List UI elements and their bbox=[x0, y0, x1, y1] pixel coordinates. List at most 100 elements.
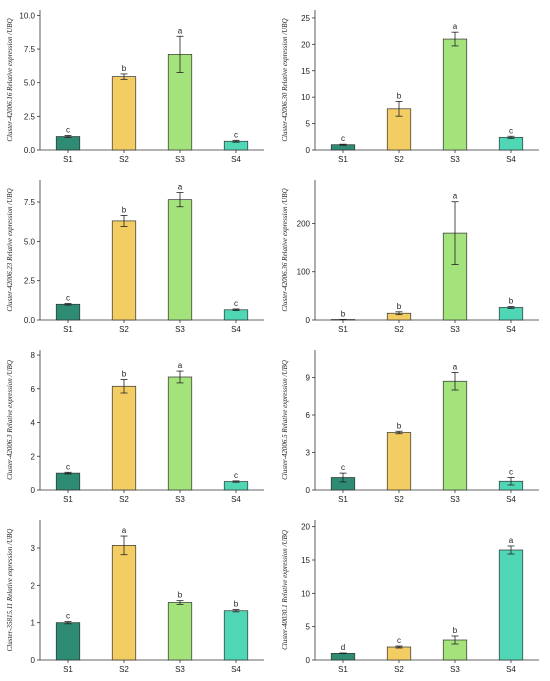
y-tick-label: 20 bbox=[301, 523, 310, 532]
y-tick-label: 0 bbox=[306, 146, 311, 155]
y-tick-label: 15 bbox=[301, 67, 310, 76]
significance-letter: b bbox=[397, 302, 402, 311]
y-tick-label: 7.5 bbox=[24, 45, 36, 54]
x-tick-label: S1 bbox=[63, 155, 73, 164]
significance-letter: d bbox=[341, 643, 345, 652]
chart-svg-2: Cluster-42006.30 Relative expression /UB… bbox=[281, 10, 539, 164]
x-tick-label: S4 bbox=[231, 325, 241, 334]
y-tick-label: 6 bbox=[306, 411, 311, 420]
y-tick-label: 5.0 bbox=[24, 79, 36, 88]
x-tick-label: S3 bbox=[450, 325, 460, 334]
significance-letter: a bbox=[453, 363, 458, 372]
x-tick-label: S2 bbox=[394, 495, 404, 504]
significance-letter: a bbox=[122, 526, 127, 535]
significance-letter: c bbox=[509, 468, 513, 477]
significance-letter: a bbox=[178, 26, 183, 35]
y-tick-label: 6 bbox=[31, 385, 36, 394]
bar-s2 bbox=[111, 545, 137, 661]
bar-s3 bbox=[442, 380, 468, 491]
y-tick-label: 8 bbox=[31, 351, 36, 360]
chart-svg-5: Cluster-42006.3 Relative expression /UBQ… bbox=[6, 350, 264, 504]
x-tick-label: S1 bbox=[338, 325, 348, 334]
x-tick-label: S3 bbox=[175, 155, 185, 164]
y-axis-label: Cluster-42006.36 Relative expression /UB… bbox=[281, 188, 289, 311]
y-tick-label: 0 bbox=[306, 656, 311, 665]
significance-letter: a bbox=[509, 536, 514, 545]
chart-panel-3: Cluster-42006.23 Relative expression /UB… bbox=[0, 170, 275, 340]
significance-letter: c bbox=[66, 125, 70, 134]
x-tick-label: S4 bbox=[231, 155, 241, 164]
chart-panel-8: Cluster-40030.1 Relative expression /UBQ… bbox=[275, 510, 550, 680]
bar-s1 bbox=[55, 472, 81, 491]
bar-s2 bbox=[386, 432, 412, 491]
x-tick-label: S3 bbox=[450, 495, 460, 504]
significance-letter: c bbox=[66, 462, 70, 471]
y-tick-label: 0 bbox=[31, 656, 36, 665]
y-tick-label: 10 bbox=[301, 589, 310, 598]
significance-letter: b bbox=[122, 205, 127, 214]
x-tick-label: S3 bbox=[175, 325, 185, 334]
x-tick-label: S4 bbox=[506, 495, 516, 504]
bar-s2 bbox=[111, 76, 137, 151]
significance-letter: c bbox=[66, 293, 70, 302]
x-tick-label: S4 bbox=[231, 665, 241, 674]
significance-letter: b bbox=[397, 421, 402, 430]
chart-panel-1: Cluster-42006.16 Relative expression /UB… bbox=[0, 0, 275, 170]
x-tick-label: S1 bbox=[338, 495, 348, 504]
y-axis-label: Cluster-40030.1 Relative expression /UBQ bbox=[281, 530, 289, 650]
bar-s2 bbox=[111, 385, 137, 491]
x-tick-label: S1 bbox=[63, 495, 73, 504]
x-tick-label: S1 bbox=[338, 155, 348, 164]
x-tick-label: S3 bbox=[450, 665, 460, 674]
y-tick-label: 20 bbox=[301, 40, 310, 49]
y-tick-label: 2.5 bbox=[24, 277, 36, 286]
y-tick-label: 4 bbox=[31, 419, 36, 428]
bar-s4 bbox=[498, 307, 524, 321]
y-tick-label: 9 bbox=[306, 374, 311, 383]
bar-s1 bbox=[55, 136, 81, 151]
significance-letter: c bbox=[397, 636, 401, 645]
chart-panel-5: Cluster-42006.3 Relative expression /UBQ… bbox=[0, 340, 275, 510]
y-axis-label: Cluster-35815.11 Relative expression /UB… bbox=[6, 529, 14, 652]
significance-letter: c bbox=[234, 130, 238, 139]
x-tick-label: S2 bbox=[394, 155, 404, 164]
x-tick-label: S2 bbox=[119, 495, 129, 504]
x-tick-label: S2 bbox=[119, 665, 129, 674]
significance-letter: c bbox=[509, 126, 513, 135]
y-tick-label: 2 bbox=[31, 581, 36, 590]
y-tick-label: 10.0 bbox=[19, 11, 35, 20]
bar-s2 bbox=[386, 646, 412, 661]
y-tick-label: 15 bbox=[301, 556, 310, 565]
y-tick-label: 3 bbox=[306, 449, 311, 458]
significance-letter: c bbox=[341, 463, 345, 472]
x-tick-label: S4 bbox=[506, 325, 516, 334]
bar-s4 bbox=[498, 549, 524, 661]
y-tick-label: 0 bbox=[306, 486, 311, 495]
y-tick-label: 0.0 bbox=[24, 146, 36, 155]
y-tick-label: 2 bbox=[31, 452, 36, 461]
bar-s1 bbox=[55, 622, 81, 661]
y-tick-label: 5 bbox=[306, 623, 311, 632]
y-axis-label: Cluster-42006.30 Relative expression /UB… bbox=[281, 18, 289, 141]
bar-s4 bbox=[223, 309, 249, 321]
chart-svg-3: Cluster-42006.23 Relative expression /UB… bbox=[6, 180, 264, 334]
y-tick-label: 2.5 bbox=[24, 112, 36, 121]
significance-letter: b bbox=[509, 296, 514, 305]
y-tick-label: 1 bbox=[31, 619, 36, 628]
significance-letter: b bbox=[178, 591, 183, 600]
y-tick-label: 25 bbox=[301, 14, 310, 23]
significance-letter: c bbox=[234, 299, 238, 308]
significance-letter: b bbox=[453, 626, 458, 635]
significance-letter: b bbox=[122, 370, 127, 379]
chart-svg-1: Cluster-42006.16 Relative expression /UB… bbox=[6, 10, 264, 164]
significance-letter: b bbox=[234, 600, 239, 609]
chart-panel-7: Cluster-35815.11 Relative expression /UB… bbox=[0, 510, 275, 680]
chart-panel-4: Cluster-42006.36 Relative expression /UB… bbox=[275, 170, 550, 340]
bar-s3 bbox=[167, 376, 193, 491]
x-tick-label: S4 bbox=[506, 155, 516, 164]
chart-svg-6: Cluster-42006.5 Relative expression /UBQ… bbox=[281, 350, 539, 504]
x-tick-label: S1 bbox=[338, 665, 348, 674]
bar-s2 bbox=[111, 220, 137, 321]
bar-s1 bbox=[330, 652, 356, 661]
